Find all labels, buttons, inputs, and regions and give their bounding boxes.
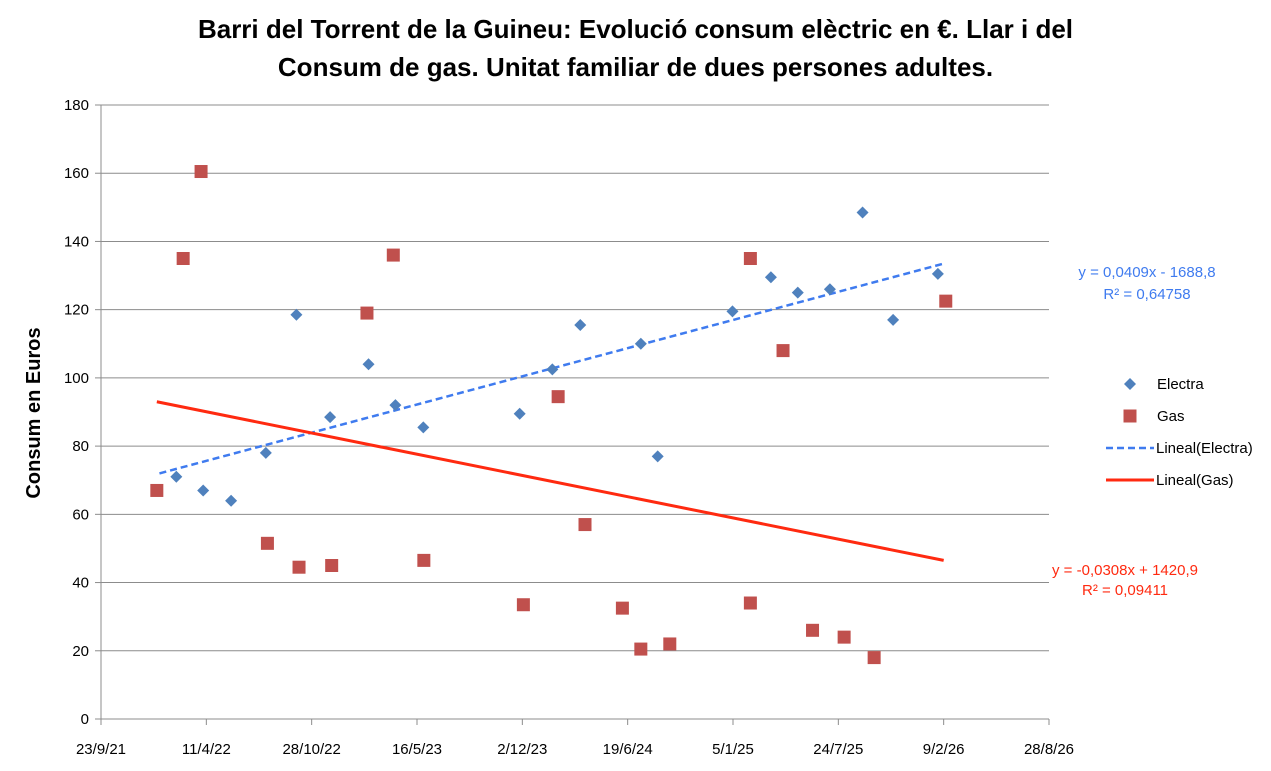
x-tick-label: 5/1/25 <box>712 741 754 758</box>
point-gas <box>776 344 790 358</box>
point-electra <box>170 470 183 483</box>
y-tick-label: 100 <box>64 370 89 387</box>
point-electra <box>362 358 375 371</box>
data-points <box>150 165 953 665</box>
legend-electra-marker <box>1124 378 1136 390</box>
point-gas <box>417 553 431 567</box>
legend-label: Gas <box>1157 408 1185 425</box>
point-electra <box>225 494 238 507</box>
point-gas <box>939 294 953 308</box>
y-axis-ticks: 0 20 40 60 80 100 120 140 160 180 <box>64 97 101 728</box>
y-tick-label: 140 <box>64 233 89 250</box>
point-gas <box>867 651 881 665</box>
point-electra <box>574 319 587 332</box>
x-tick-label: 19/6/24 <box>603 741 653 758</box>
trendline-r-squared: R² = 0,64758 <box>1103 286 1190 303</box>
axes <box>100 105 1049 720</box>
point-gas <box>194 165 208 179</box>
trendline-equation: y = 0,0409x - 1688,8 <box>1078 264 1215 281</box>
x-tick-label: 11/4/22 <box>182 741 231 758</box>
y-tick-label: 180 <box>64 97 89 114</box>
point-electra <box>546 363 559 376</box>
point-electra <box>651 450 664 463</box>
point-electra <box>764 271 777 284</box>
y-tick-label: 120 <box>64 302 89 319</box>
legend: Electra Gas Lineal(Electra) Lineal(Gas) <box>1106 376 1253 489</box>
point-electra <box>791 286 804 299</box>
x-axis-ticks: 23/9/21 11/4/22 28/10/22 16/5/23 2/12/23 19/6… <box>76 719 1074 758</box>
trendline-equations: y = 0,0409x - 1688,8 R² = 0,64758 y = -0,0… <box>1052 264 1216 599</box>
trendline-gas <box>156 400 944 562</box>
y-tick-label: 160 <box>64 165 89 182</box>
trendline-r-squared: R² = 0,09411 <box>1082 582 1168 599</box>
trendlines <box>156 262 944 562</box>
x-tick-label: 28/10/22 <box>282 741 340 758</box>
point-gas <box>150 483 164 497</box>
point-gas <box>325 559 339 572</box>
x-tick-label: 16/5/23 <box>392 741 442 758</box>
point-electra <box>513 407 526 420</box>
x-tick-label: 23/9/21 <box>76 741 126 758</box>
point-electra <box>887 313 900 326</box>
chart-title-line-1: Barri del Torrent de la Guineu: Evolució… <box>197 14 1074 44</box>
point-gas <box>516 598 530 612</box>
point-gas <box>292 560 306 574</box>
point-electra <box>823 283 836 296</box>
point-electra <box>931 267 944 280</box>
point-electra <box>197 484 210 497</box>
point-gas <box>386 248 400 262</box>
chart-title-line-2: Consum de gas. Unitat familiar de dues p… <box>277 52 994 82</box>
x-tick-label: 24/7/25 <box>813 741 863 758</box>
legend-label: Lineal(Electra) <box>1156 440 1253 457</box>
y-tick-label: 80 <box>72 438 89 455</box>
legend-gas-marker <box>1123 409 1137 423</box>
point-electra <box>417 421 430 434</box>
point-gas <box>634 642 648 656</box>
x-tick-label: 9/2/26 <box>923 741 965 758</box>
point-gas <box>176 252 190 265</box>
point-electra <box>634 337 647 350</box>
x-tick-label: 2/12/23 <box>497 741 547 758</box>
point-gas <box>806 623 820 637</box>
legend-label: Lineal(Gas) <box>1156 472 1234 489</box>
chart-title: Barri del Torrent de la Guineu: Evolució… <box>0 10 1271 86</box>
point-electra <box>726 305 739 318</box>
x-tick-label: 28/8/26 <box>1024 741 1074 758</box>
y-tick-label: 60 <box>72 506 89 523</box>
point-gas <box>663 637 677 651</box>
point-gas <box>743 252 757 265</box>
y-tick-label: 20 <box>72 643 89 660</box>
trendline-equation: y = -0,0308x + 1420,9 <box>1052 562 1198 579</box>
point-gas <box>837 630 851 644</box>
point-gas <box>743 596 757 610</box>
y-tick-label: 40 <box>72 575 89 592</box>
point-electra <box>290 308 303 321</box>
y-tick-label: 0 <box>81 711 89 728</box>
point-gas <box>360 306 374 320</box>
legend-label: Electra <box>1157 376 1204 393</box>
y-axis-label: Consum en Euros <box>23 327 45 498</box>
point-electra <box>856 206 869 219</box>
trendline-electra <box>159 262 944 475</box>
gridlines <box>101 104 1049 652</box>
point-gas <box>260 536 274 550</box>
point-electra <box>324 411 337 424</box>
point-gas <box>615 601 629 615</box>
point-gas <box>578 518 592 532</box>
point-gas <box>551 390 565 404</box>
point-electra <box>259 446 272 459</box>
point-electra <box>389 399 402 412</box>
